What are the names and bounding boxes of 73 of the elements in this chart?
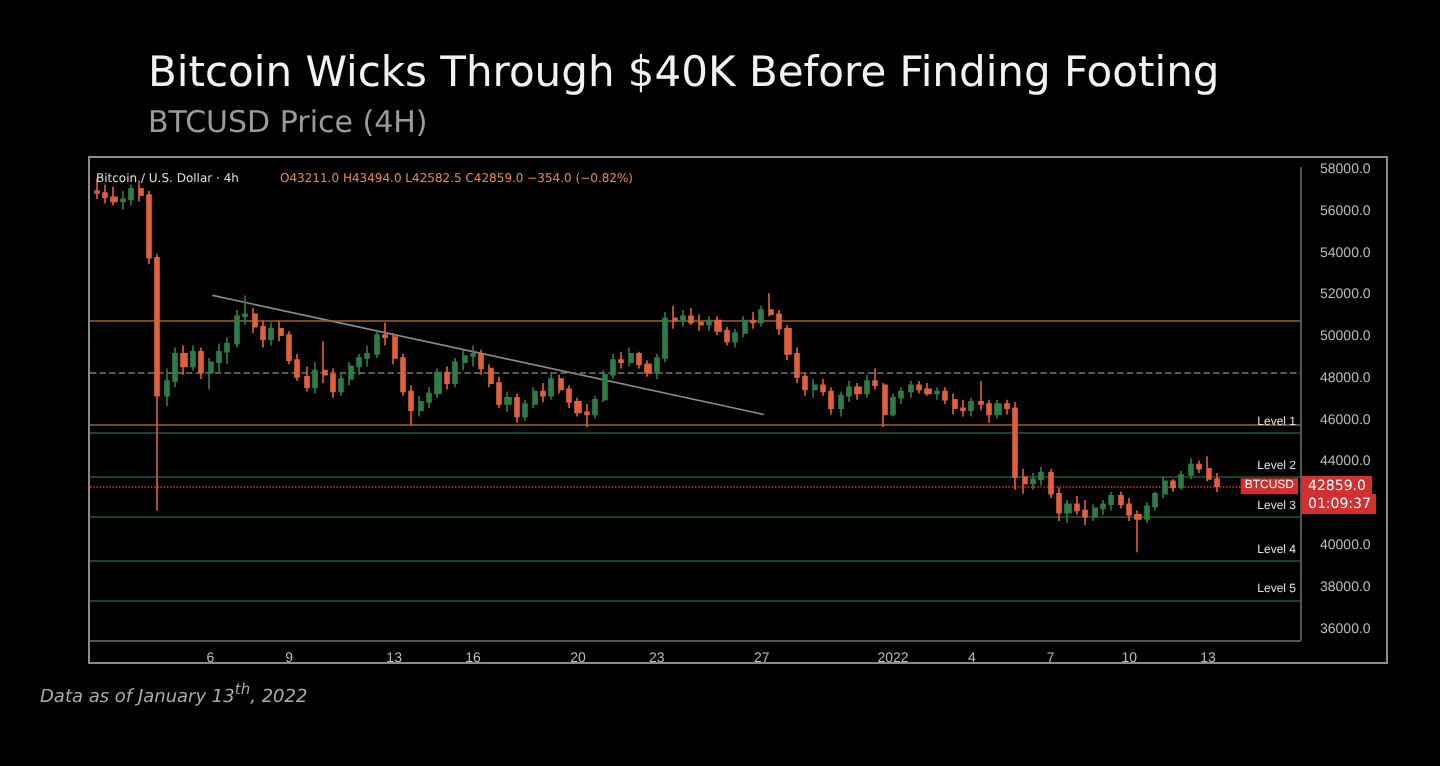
candlestick — [338, 371, 344, 397]
candlestick — [304, 365, 310, 393]
candlestick — [364, 344, 370, 368]
candlestick — [592, 394, 598, 420]
candlestick — [478, 348, 484, 376]
candlestick — [382, 321, 388, 347]
candlestick — [924, 382, 932, 397]
candlestick — [908, 380, 914, 399]
candlestick — [968, 396, 974, 418]
candlestick — [198, 346, 204, 380]
candlestick — [224, 336, 230, 366]
candlestick — [348, 361, 354, 386]
candlestick — [94, 177, 100, 201]
candlestick — [120, 190, 126, 211]
candlestick — [1100, 499, 1106, 516]
candlestick — [812, 378, 818, 399]
candlestick — [180, 344, 188, 376]
candlestick — [618, 350, 624, 370]
candlestick — [374, 330, 380, 359]
candlestick — [128, 183, 134, 207]
candlestick — [628, 346, 634, 368]
candlestick — [504, 390, 512, 414]
candlestick — [1188, 457, 1194, 480]
candlestick — [750, 311, 756, 330]
candlestick — [190, 344, 196, 372]
candlestick — [742, 315, 748, 338]
candlestick — [1196, 459, 1202, 474]
candlestick — [942, 386, 948, 405]
candlestick — [1092, 503, 1098, 522]
chart-subtitle: BTCUSD Price (4H) — [148, 104, 428, 140]
candlestick — [1178, 470, 1184, 491]
candlestick — [1012, 401, 1018, 491]
candlestick — [680, 309, 686, 328]
candlestick — [644, 359, 652, 378]
candlestick — [110, 186, 118, 207]
candlestick — [522, 399, 528, 422]
candlestick — [698, 313, 704, 332]
candlestick — [312, 361, 318, 395]
candlestick — [452, 357, 458, 389]
candlestick — [1064, 499, 1072, 524]
candlestick — [872, 367, 878, 391]
candlestick — [1030, 472, 1036, 491]
candlestick — [548, 371, 554, 401]
candlestick — [470, 344, 476, 368]
candlestick — [1082, 499, 1088, 526]
candlestick — [418, 394, 424, 418]
candlestick — [864, 373, 870, 399]
candlestick — [1108, 490, 1114, 512]
candlestick — [1038, 465, 1044, 487]
candlestick — [1162, 476, 1168, 499]
candlestick — [540, 382, 546, 403]
candlestick — [1022, 467, 1028, 495]
candlestick — [706, 315, 712, 332]
candlestick — [688, 307, 694, 326]
candlestick — [854, 382, 862, 401]
candlestick — [532, 386, 538, 409]
text: Data as of January 13$^{th}$, 2022 — [40, 680, 308, 708]
candlestick — [514, 392, 520, 424]
candlestick — [828, 386, 834, 416]
candlestick — [444, 365, 450, 391]
candlestick — [994, 399, 1002, 420]
candlestick — [952, 392, 958, 416]
candlestick — [462, 348, 468, 372]
candlestick — [934, 386, 940, 401]
candlestick — [960, 399, 966, 418]
candlestick — [732, 328, 738, 349]
candlestick — [758, 305, 764, 328]
candlestick — [672, 305, 678, 330]
chart-title: Bitcoin Wicks Through $40K Before Finding Footing — [148, 48, 1220, 96]
candlestick — [1170, 478, 1176, 493]
candlestick — [268, 321, 274, 347]
candlestick — [890, 392, 896, 418]
candlestick — [882, 382, 888, 428]
